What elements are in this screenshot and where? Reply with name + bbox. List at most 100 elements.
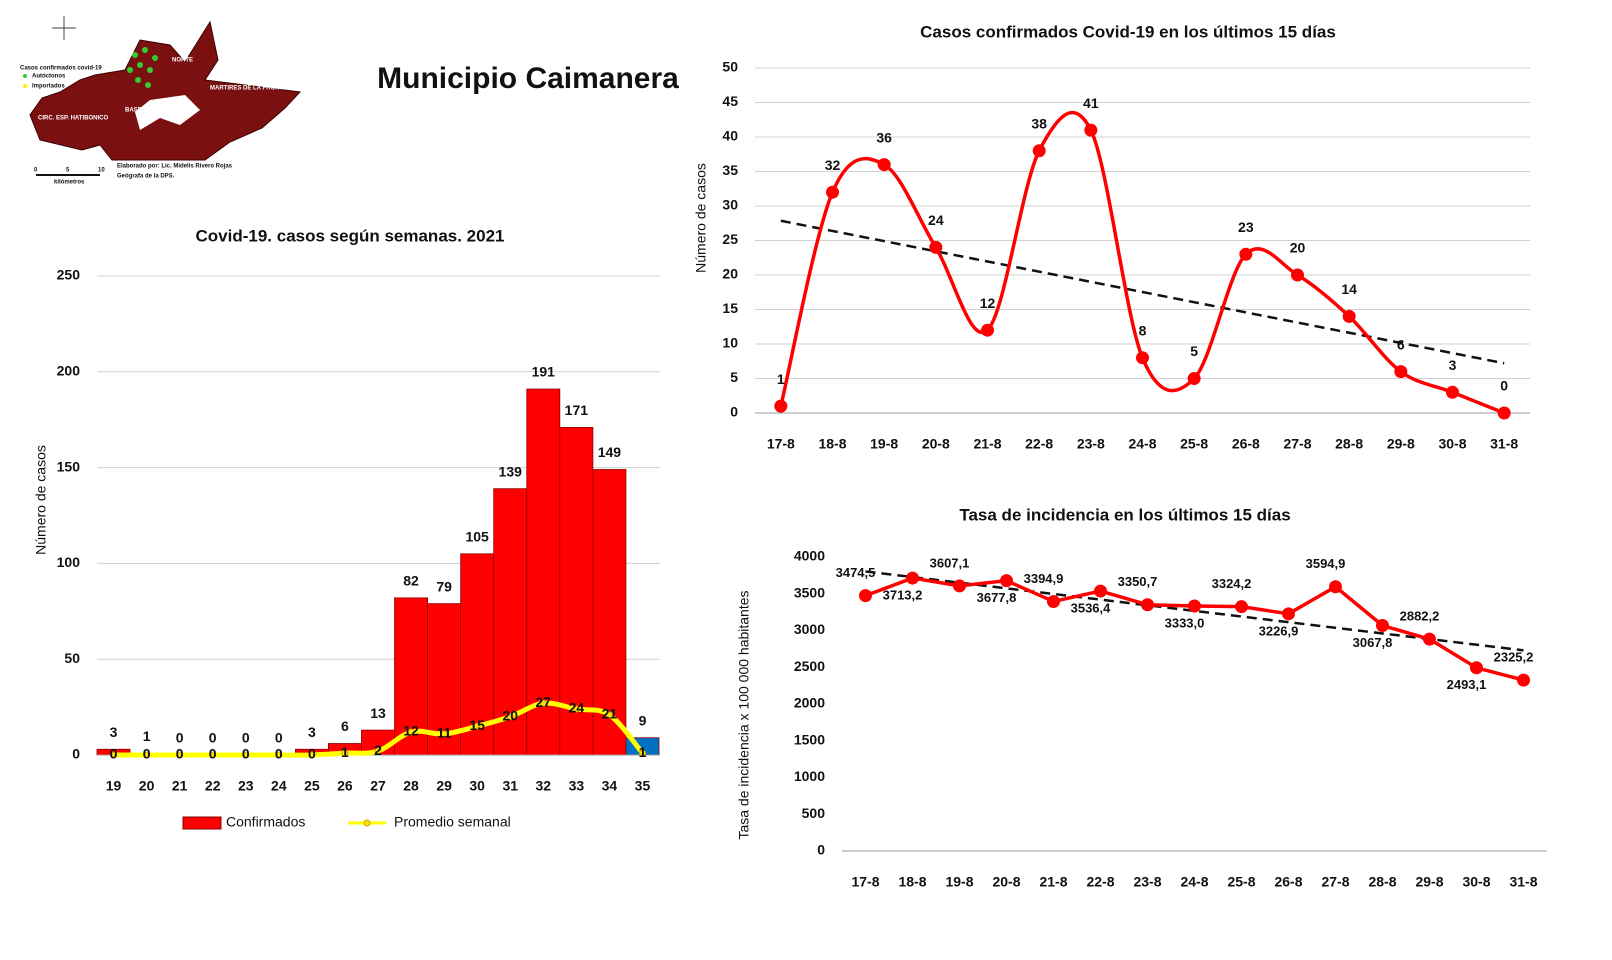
- point: [1291, 268, 1304, 282]
- data-label: 0: [275, 746, 283, 762]
- map-credit: Elaborado por: Lic. Midelis Rivero Rojas: [117, 164, 233, 170]
- data-label: 0: [308, 746, 316, 762]
- point: [1446, 385, 1459, 399]
- data-label: 1: [639, 744, 647, 760]
- y-tick-label: 50: [722, 59, 738, 75]
- y-tick-label: 200: [57, 363, 81, 379]
- chart-title: Tasa de incidencia en los últimos 15 día…: [959, 505, 1290, 524]
- data-label: 27: [536, 694, 552, 710]
- line-point: [407, 728, 415, 736]
- data-label: 24: [569, 700, 585, 716]
- region-label: CIRC. ESP. HATIBONICO: [38, 116, 108, 122]
- scale-label: 5: [66, 168, 70, 174]
- chart-title: Covid-19. casos según semanas. 2021: [196, 226, 505, 245]
- data-label: 0: [110, 746, 118, 762]
- data-label: 2882,2: [1400, 609, 1440, 624]
- map: Casos confirmados covid-19 Autóctonos Im…: [20, 16, 302, 186]
- x-tick-label: 21-8: [973, 436, 1001, 452]
- point: [981, 323, 994, 337]
- x-tick-label: 23-8: [1077, 436, 1105, 452]
- x-tick-label: 22-8: [1086, 874, 1114, 890]
- point: [1141, 598, 1154, 612]
- data-label: 3324,2: [1212, 576, 1252, 591]
- data-label: 20: [502, 707, 518, 723]
- y-tick-label: 3000: [794, 621, 825, 637]
- data-label: 14: [1341, 281, 1357, 297]
- x-tick-label: 20-8: [992, 874, 1020, 890]
- data-label: 0: [143, 746, 151, 762]
- point: [1032, 144, 1046, 158]
- x-tick-label: 29-8: [1415, 874, 1443, 890]
- point: [1423, 632, 1436, 646]
- scale-label: 0: [34, 168, 38, 174]
- scale-unit: kilómetros: [54, 180, 85, 186]
- line-point: [374, 747, 382, 755]
- y-axis-label: Número de casos: [693, 163, 709, 273]
- y-tick-label: 35: [722, 162, 738, 178]
- trend-line: [780, 219, 1505, 365]
- data-label: 21: [602, 705, 618, 721]
- data-label: 11: [437, 725, 452, 741]
- x-tick-label: 27-8: [1283, 436, 1311, 452]
- x-tick-label: 19-8: [945, 874, 973, 890]
- data-label: 32: [825, 157, 841, 173]
- data-label: 2: [374, 742, 382, 758]
- x-tick-label: 19: [106, 778, 122, 794]
- data-label: 139: [499, 463, 523, 479]
- line-point: [143, 751, 151, 759]
- y-tick-label: 250: [57, 267, 81, 283]
- x-tick-label: 28: [403, 778, 419, 794]
- point: [1188, 599, 1201, 613]
- case-dots: [127, 47, 158, 88]
- y-tick-label: 0: [72, 746, 80, 762]
- data-label: 0: [209, 730, 217, 746]
- map-legend-item: Autóctonos: [32, 74, 66, 80]
- data-label: 0: [242, 746, 250, 762]
- point: [1000, 574, 1013, 588]
- y-tick-label: 0: [730, 404, 738, 420]
- point: [1394, 365, 1408, 379]
- data-label: 3713,2: [883, 588, 923, 603]
- y-tick-label: 100: [57, 554, 81, 570]
- data-label: 6: [1397, 336, 1405, 352]
- x-tick-label: 29: [436, 778, 452, 794]
- y-tick-label: 1000: [794, 768, 825, 784]
- x-tick-label: 31-8: [1490, 436, 1518, 452]
- data-label: 0: [275, 730, 283, 746]
- bar: [559, 426, 594, 756]
- data-label: 38: [1031, 116, 1047, 132]
- x-tick-label: 22-8: [1025, 436, 1053, 452]
- point: [1084, 123, 1098, 137]
- data-label: 3677,8: [977, 590, 1017, 605]
- line-point: [539, 699, 547, 707]
- data-label: 3: [1449, 357, 1457, 373]
- data-label: 3594,9: [1306, 556, 1346, 571]
- data-label: 3067,8: [1353, 635, 1393, 650]
- x-tick-label: 25-8: [1227, 874, 1255, 890]
- data-label: 0: [242, 730, 250, 746]
- x-tick-label: 21: [172, 778, 188, 794]
- x-tick-label: 26-8: [1232, 436, 1260, 452]
- y-tick-label: 50: [64, 650, 80, 666]
- data-label: 2325,2: [1494, 650, 1534, 665]
- x-tick-label: 20: [139, 778, 155, 794]
- region-label: BASE NAVAL: [125, 108, 163, 114]
- data-label: 79: [436, 578, 452, 594]
- page-title: Municipio Caimanera: [377, 62, 679, 95]
- y-tick-label: 4000: [794, 548, 825, 564]
- x-tick-label: 25-8: [1180, 436, 1208, 452]
- line-point: [506, 713, 514, 721]
- point: [1376, 619, 1389, 633]
- data-label: 3536,4: [1071, 601, 1112, 616]
- point: [1187, 372, 1201, 385]
- data-label: 3394,9: [1024, 571, 1064, 586]
- data-label: 23: [1238, 219, 1254, 235]
- x-tick-label: 28-8: [1368, 874, 1396, 890]
- data-label: 36: [876, 129, 892, 145]
- x-tick-label: 34: [602, 778, 618, 794]
- data-label: 82: [403, 573, 419, 589]
- data-label: 5: [1190, 343, 1198, 359]
- point: [1517, 673, 1530, 687]
- point: [859, 589, 872, 603]
